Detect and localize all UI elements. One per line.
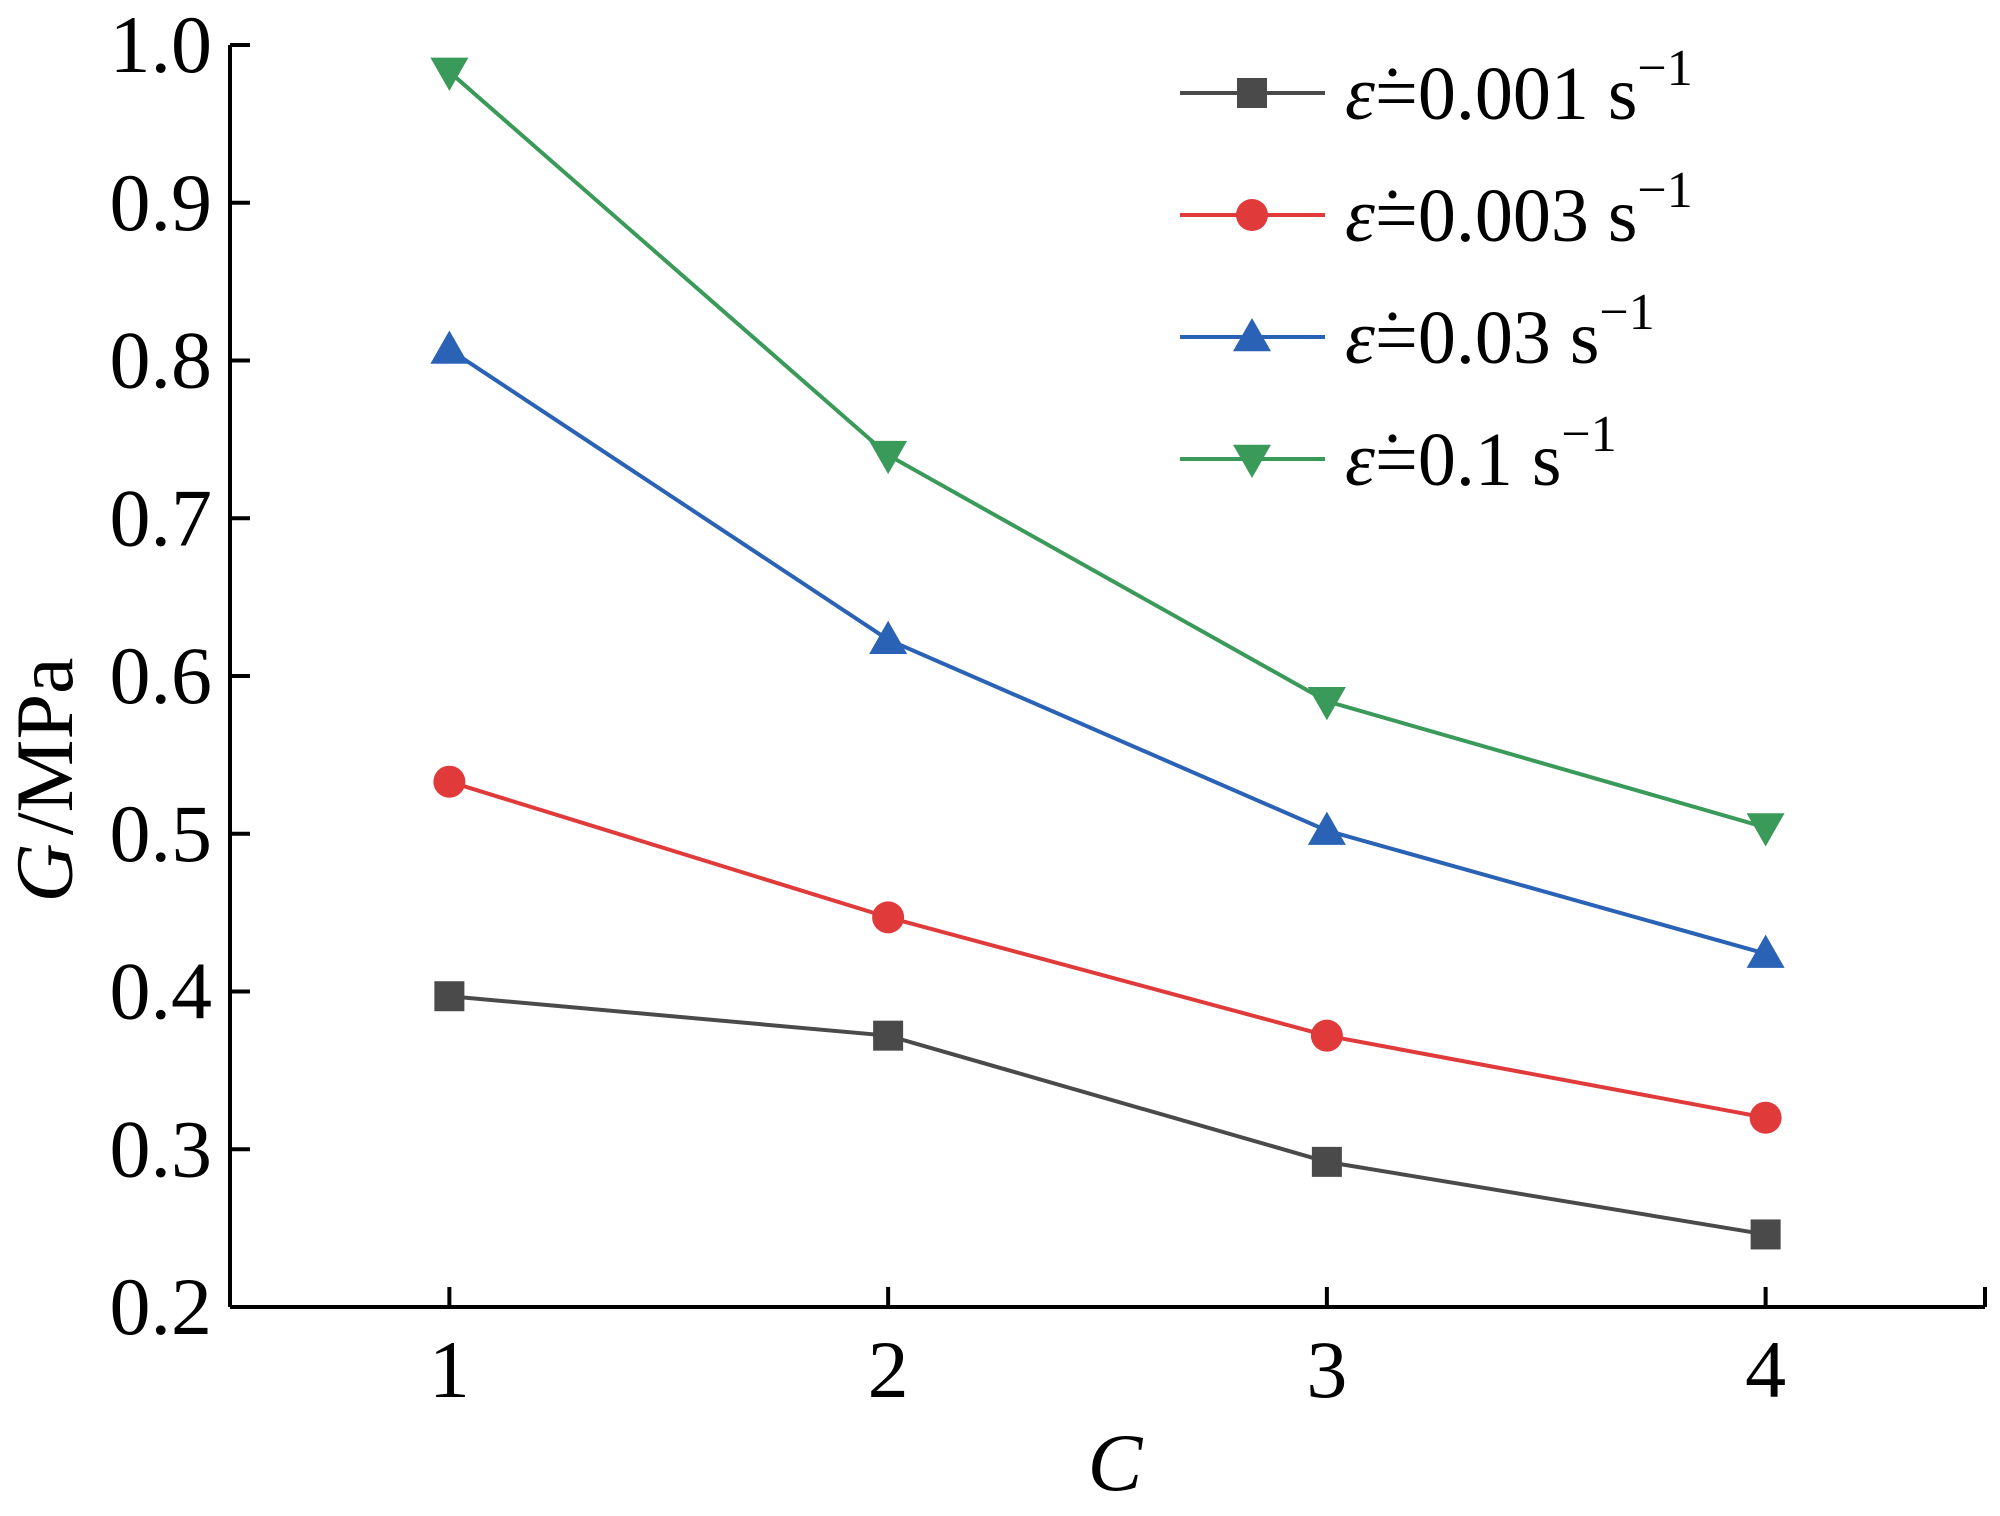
legend-item-3: ε̇=0.1 s−1 [1180, 406, 1617, 502]
legend-superscript-0: −1 [1637, 40, 1692, 97]
legend-value-0: =0.001 s [1375, 52, 1637, 136]
y-tick-label-5: 0.7 [110, 472, 213, 563]
series-2-line [448, 347, 1767, 956]
series-layer [430, 57, 1785, 1250]
series-2-point-2 [1307, 811, 1346, 845]
legend-marker-0 [1237, 78, 1267, 108]
y-tick-label-7: 0.9 [110, 157, 213, 248]
x-tick-label-2: 3 [1306, 1324, 1347, 1415]
legend-item-1: ε̇=0.003 s−1 [1180, 162, 1693, 258]
series-0 [434, 981, 1781, 1250]
x-tick-label-0: 1 [429, 1324, 470, 1415]
legend-marker-3 [1233, 444, 1271, 478]
legend-marker-1 [1236, 199, 1268, 231]
y-tick-label-3: 0.5 [110, 788, 213, 879]
series-2-point-3 [1746, 934, 1785, 968]
legend-value-1: =0.003 s [1375, 174, 1637, 258]
legend-superscript-2: −1 [1599, 284, 1654, 341]
series-0-point-0 [434, 981, 465, 1012]
y-tick-label-1: 0.3 [110, 1103, 213, 1194]
series-0-point-3 [1750, 1219, 1781, 1250]
series-1 [433, 765, 1782, 1134]
series-2-point-0 [430, 330, 469, 364]
legend-superscript-3: −1 [1561, 406, 1616, 463]
legend-item-0: ε̇=0.001 s−1 [1180, 40, 1693, 136]
series-3-point-0 [430, 57, 469, 91]
x-tick-label-1: 2 [868, 1324, 909, 1415]
series-0-point-2 [1311, 1146, 1342, 1177]
legend-label-3: ε̇=0.1 s−1 [1345, 406, 1617, 502]
y-axis-title-var: G [0, 843, 90, 902]
series-0-line [449, 994, 1766, 1237]
axes: 0.2 0.3 0.4 0.5 0.6 0.7 0.8 0.9 1.0 1 2 3 4 [110, 0, 1987, 1415]
legend-label-1: ε̇=0.003 s−1 [1345, 162, 1693, 258]
x-axis-title: C [1088, 1417, 1144, 1508]
series-1-line [448, 779, 1766, 1120]
y-tick-label-2: 0.4 [110, 946, 213, 1037]
series-0-point-1 [873, 1020, 904, 1051]
y-tick-label-0: 0.2 [110, 1261, 213, 1352]
series-1-point-2 [1310, 1019, 1343, 1052]
series-1-point-3 [1749, 1101, 1782, 1134]
y-axis-title-unit: /MPa [0, 658, 90, 836]
y-tick-label-6: 0.8 [110, 315, 213, 406]
y-axis-title: G/MPa [0, 658, 90, 903]
series-1-point-1 [872, 901, 905, 934]
series-3 [430, 57, 1785, 847]
series-2 [430, 330, 1785, 968]
legend-superscript-1: −1 [1637, 162, 1692, 219]
legend: ε̇=0.001 s−1 ε̇=0.003 s−1 ε̇=0.03 s−1 ε̇=0.… [1180, 40, 1693, 502]
legend-value-3: =0.1 s [1375, 418, 1561, 502]
legend-label-2: ε̇=0.03 s−1 [1345, 284, 1655, 380]
series-1-point-0 [433, 765, 466, 798]
legend-label-0: ε̇=0.001 s−1 [1345, 40, 1693, 136]
series-3-point-3 [1746, 813, 1785, 847]
y-tick-label-4: 0.6 [110, 630, 213, 721]
series-2-point-1 [869, 620, 908, 654]
legend-value-2: =0.03 s [1375, 296, 1599, 380]
series-3-point-2 [1307, 686, 1346, 721]
legend-item-2: ε̇=0.03 s−1 [1180, 284, 1655, 380]
series-3-point-1 [869, 440, 908, 475]
series-3-line [448, 70, 1767, 830]
x-tick-label-3: 4 [1745, 1324, 1786, 1415]
y-tick-label-8: 1.0 [110, 0, 213, 90]
legend-marker-2 [1233, 318, 1271, 352]
